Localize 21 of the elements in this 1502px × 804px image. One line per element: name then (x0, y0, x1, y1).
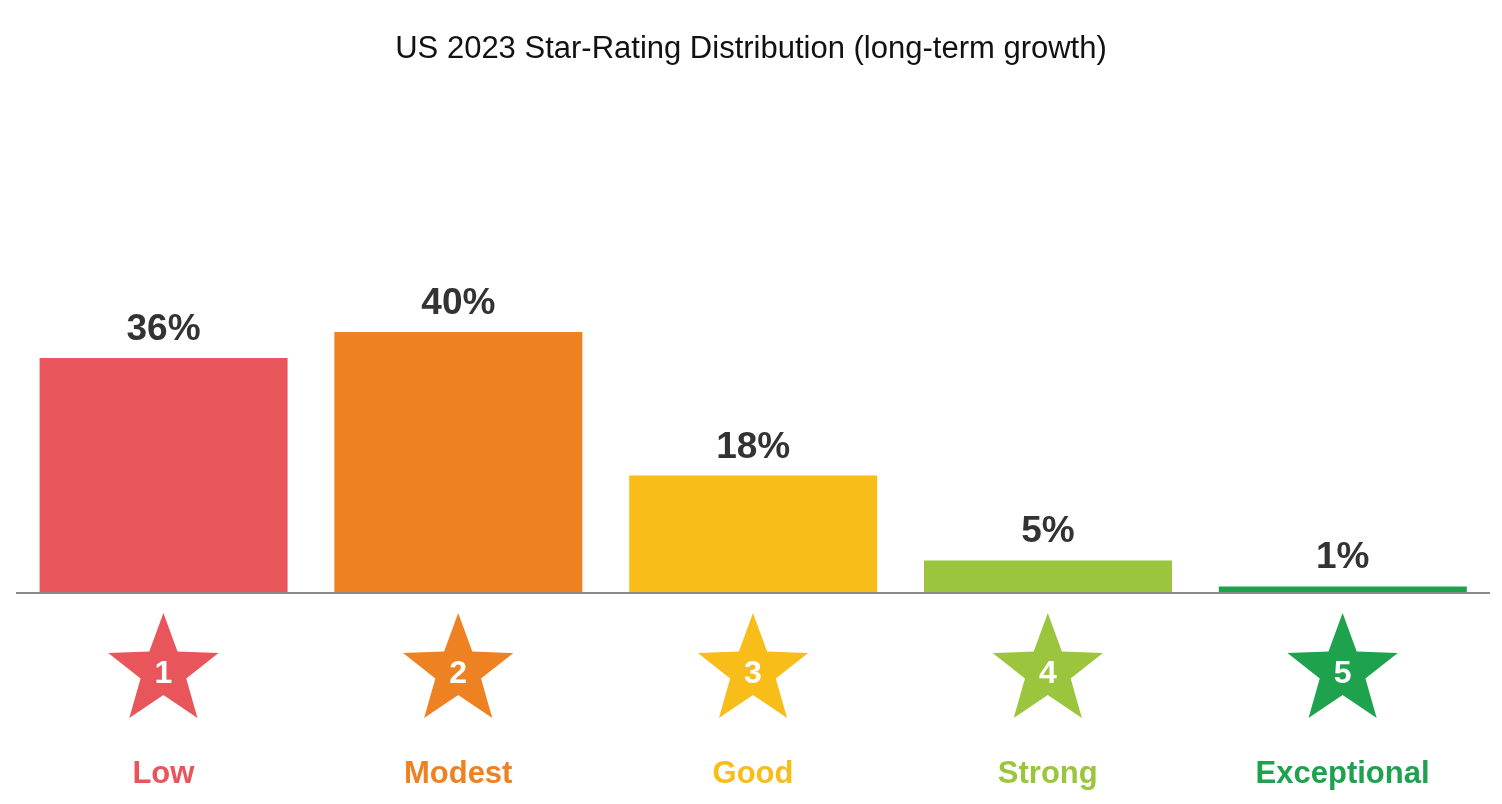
data-label: 18% (716, 424, 791, 466)
x-tick-label: Modest (403, 755, 513, 790)
data-label: 36% (126, 307, 201, 349)
bar (923, 560, 1172, 593)
data-label: 40% (421, 281, 496, 322)
bar (334, 332, 583, 593)
x-tick-label: Good (712, 755, 794, 790)
star-icon: 3 (697, 613, 809, 718)
bar (629, 475, 878, 593)
bar (1218, 586, 1467, 593)
star-icon: 5 (1287, 613, 1398, 718)
star-icon: 2 (403, 613, 514, 718)
x-tick-label: Strong (997, 755, 1098, 790)
x-tick-label: Exceptional (1255, 755, 1430, 790)
chart-title: US 2023 Star-Rating Distribution (long-term growth) (394, 29, 1108, 67)
data-label: 1% (1316, 535, 1370, 577)
x-tick-label: Low (132, 755, 196, 790)
star-icon: 4 (992, 613, 1103, 718)
data-label: 5% (1021, 509, 1075, 551)
star-icon: 1 (108, 613, 219, 718)
bar (39, 358, 288, 593)
